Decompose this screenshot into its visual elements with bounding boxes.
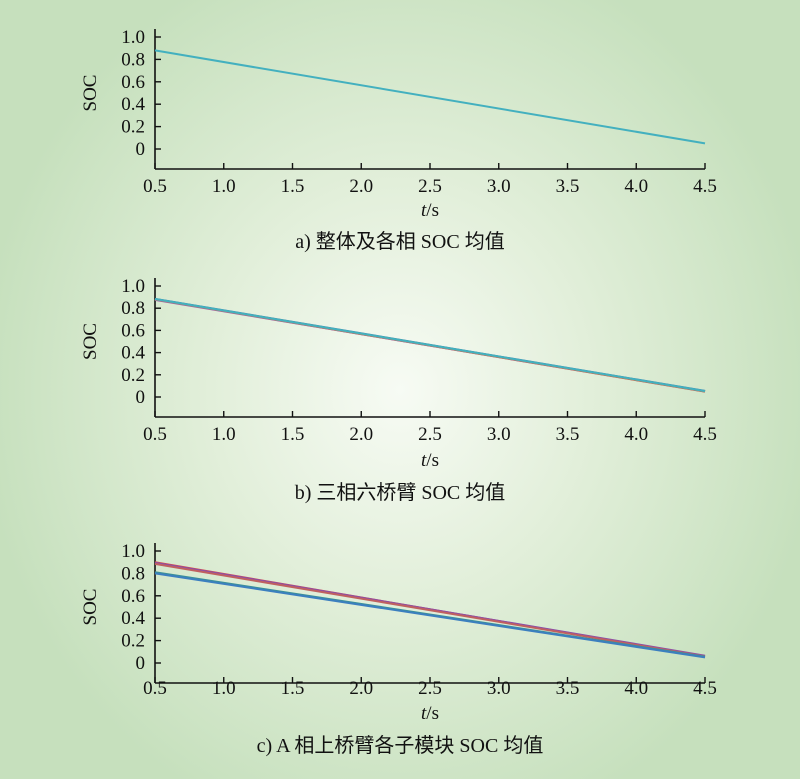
x-tick-label: 1.5 bbox=[281, 176, 305, 197]
x-tick-label: 3.5 bbox=[556, 176, 580, 197]
series-line-6 bbox=[154, 298, 706, 393]
y-tick-label: 0.8 bbox=[121, 49, 145, 70]
series-line-1 bbox=[154, 49, 706, 145]
x-axis-label: t/s bbox=[421, 450, 439, 471]
y-tick-label: 0.8 bbox=[121, 563, 145, 584]
x-tick-label: 0.5 bbox=[143, 424, 167, 445]
x-tick-label: 2.0 bbox=[349, 424, 373, 445]
x-tick-label: 0.5 bbox=[143, 176, 167, 197]
x-tick-label: 2.0 bbox=[349, 678, 373, 699]
x-tick-label: 0.5 bbox=[143, 678, 167, 699]
y-tick-label: 1.0 bbox=[121, 541, 145, 562]
x-axis-label-symbol: t bbox=[421, 200, 427, 221]
y-tick-label: 0.4 bbox=[121, 94, 145, 115]
x-tick-label: 1.0 bbox=[212, 176, 236, 197]
y-tick-label: 0.4 bbox=[121, 343, 145, 364]
series-line-3 bbox=[154, 562, 706, 658]
y-tick-label: 0.2 bbox=[121, 631, 145, 652]
x-tick-label: 4.0 bbox=[624, 678, 648, 699]
x-tick-label: 1.0 bbox=[212, 678, 236, 699]
x-axis-label-symbol: t bbox=[421, 450, 427, 471]
x-axis-label-unit: /s bbox=[426, 200, 439, 221]
x-tick-label: 2.5 bbox=[418, 176, 442, 197]
y-tick-label: 0 bbox=[136, 387, 146, 408]
y-tick-label: 0.2 bbox=[121, 365, 145, 386]
x-tick-label: 1.0 bbox=[212, 424, 236, 445]
x-axis-label: t/s bbox=[421, 200, 439, 221]
y-tick-label: 0 bbox=[136, 653, 146, 674]
x-tick-label: 4.5 bbox=[693, 678, 717, 699]
y-tick-label: 1.0 bbox=[121, 27, 145, 48]
chart-panel-1: 00.20.40.60.81.00.5 1.0 1.5 2.0 2.5 3.0 3.5 4.0… bbox=[80, 27, 717, 253]
x-tick-label: 3.0 bbox=[487, 678, 511, 699]
y-axis-label: SOC bbox=[80, 323, 101, 360]
series-line-5 bbox=[154, 572, 706, 659]
x-tick-label: 2.5 bbox=[418, 424, 442, 445]
chart-caption: b) 三相六桥臂 SOC 均值 bbox=[295, 481, 506, 504]
x-tick-label: 3.5 bbox=[556, 678, 580, 699]
x-axis-label-unit: /s bbox=[426, 450, 439, 471]
y-axis-label: SOC bbox=[80, 589, 101, 626]
y-tick-label: 0.2 bbox=[121, 117, 145, 138]
x-tick-label: 3.5 bbox=[556, 424, 580, 445]
y-tick-label: 1.0 bbox=[121, 276, 145, 297]
chart-caption: a) 整体及各相 SOC 均值 bbox=[295, 230, 504, 253]
x-tick-label: 4.0 bbox=[624, 176, 648, 197]
x-tick-label: 4.5 bbox=[693, 424, 717, 445]
y-tick-label: 0.8 bbox=[121, 298, 145, 319]
x-axis-label: t/s bbox=[421, 703, 439, 724]
x-axis-label-symbol: t bbox=[421, 703, 427, 724]
y-tick-label: 0.4 bbox=[121, 608, 145, 629]
y-axis-label: SOC bbox=[80, 75, 101, 112]
x-tick-label: 3.0 bbox=[487, 176, 511, 197]
chart-panel-3: 00.20.40.60.81.00.5 1.0 1.5 2.0 2.5 3.0 3.5 4.0… bbox=[80, 541, 717, 757]
x-tick-label: 3.0 bbox=[487, 424, 511, 445]
x-tick-label: 4.0 bbox=[624, 424, 648, 445]
y-tick-label: 0.6 bbox=[121, 586, 145, 607]
x-tick-label: 1.5 bbox=[281, 424, 305, 445]
x-tick-label: 2.0 bbox=[349, 176, 373, 197]
x-tick-label: 1.5 bbox=[281, 678, 305, 699]
x-axis-label-unit: /s bbox=[426, 703, 439, 724]
x-tick-label: 4.5 bbox=[693, 176, 717, 197]
y-tick-label: 0.6 bbox=[121, 320, 145, 341]
y-tick-label: 0 bbox=[136, 139, 146, 160]
x-tick-label: 2.5 bbox=[418, 678, 442, 699]
chart-panel-2: 00.20.40.60.81.00.5 1.0 1.5 2.0 2.5 3.0 3.5 4.0… bbox=[80, 276, 717, 504]
y-tick-label: 0.6 bbox=[121, 72, 145, 93]
chart-caption: c) A 相上桥臂各子模块 SOC 均值 bbox=[257, 734, 544, 757]
